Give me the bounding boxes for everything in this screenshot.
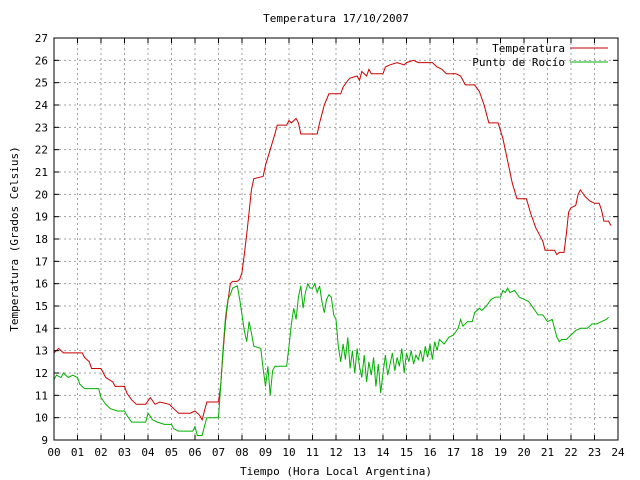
x-tick-label: 18 (470, 446, 483, 459)
x-tick-label: 03 (118, 446, 131, 459)
y-tick-label: 12 (35, 367, 48, 380)
y-tick-label: 16 (35, 278, 48, 291)
x-tick-label: 05 (165, 446, 178, 459)
y-axis-label: Temperatura (Grados Celsius) (8, 146, 21, 331)
x-tick-label: 24 (611, 446, 625, 459)
y-tick-label: 14 (35, 322, 49, 335)
x-tick-label: 19 (494, 446, 507, 459)
x-tick-label: 08 (235, 446, 248, 459)
legend: Temperatura Punto de Rocío (472, 42, 608, 69)
x-tick-label: 20 (517, 446, 530, 459)
x-tick-label: 10 (282, 446, 295, 459)
x-tick-label: 13 (353, 446, 366, 459)
y-tick-label: 24 (35, 99, 49, 112)
x-tick-label: 09 (259, 446, 272, 459)
legend-label-temperatura: Temperatura (492, 42, 565, 55)
x-axis-label: Tiempo (Hora Local Argentina) (240, 465, 432, 478)
x-tick-label: 23 (588, 446, 601, 459)
x-tick-label: 00 (47, 446, 60, 459)
x-tick-label: 01 (71, 446, 84, 459)
x-tick-label: 02 (94, 446, 107, 459)
x-tick-label: 07 (212, 446, 225, 459)
legend-entry-punto-de-rocio: Punto de Rocío (472, 56, 608, 69)
x-tick-labels: 00 01 02 03 04 05 06 07 08 09 10 11 12 13 14 15 16 17 18 19… (47, 446, 625, 459)
x-tick-label: 17 (447, 446, 460, 459)
chart-title: Temperatura 17/10/2007 (263, 12, 409, 25)
series-line-punto-de-rocio (53, 282, 609, 436)
x-tick-label: 16 (423, 446, 436, 459)
y-tick-label: 22 (35, 144, 48, 157)
x-tick-label: 12 (329, 446, 342, 459)
y-tick-label: 23 (35, 121, 48, 134)
y-tick-label: 9 (41, 434, 48, 447)
x-tick-label: 22 (564, 446, 577, 459)
y-tick-label: 21 (35, 166, 48, 179)
y-tick-label: 27 (35, 32, 48, 45)
series-lines (53, 59, 612, 436)
axis-ticks (53, 37, 619, 441)
y-tick-label: 13 (35, 345, 48, 358)
x-tick-label: 14 (376, 446, 390, 459)
y-tick-label: 15 (35, 300, 48, 313)
legend-entry-temperatura: Temperatura (492, 42, 608, 55)
y-tick-label: 18 (35, 233, 48, 246)
x-tick-label: 04 (141, 446, 155, 459)
series-line-temperatura (53, 59, 612, 422)
legend-label-punto-de-rocio: Punto de Rocío (472, 56, 565, 69)
x-tick-label: 21 (541, 446, 554, 459)
y-tick-labels: 9 10 11 12 13 14 15 16 17 18 19 20 21 22 23 24 25 26 27 (35, 32, 49, 447)
x-tick-label: 15 (400, 446, 413, 459)
y-tick-label: 11 (35, 389, 48, 402)
y-tick-label: 10 (35, 412, 48, 425)
x-tick-label: 11 (306, 446, 319, 459)
y-tick-label: 26 (35, 54, 48, 67)
y-tick-label: 25 (35, 77, 48, 90)
grid (54, 38, 618, 440)
y-tick-label: 20 (35, 188, 48, 201)
y-tick-label: 19 (35, 211, 48, 224)
x-tick-label: 06 (188, 446, 201, 459)
y-tick-label: 17 (35, 255, 48, 268)
